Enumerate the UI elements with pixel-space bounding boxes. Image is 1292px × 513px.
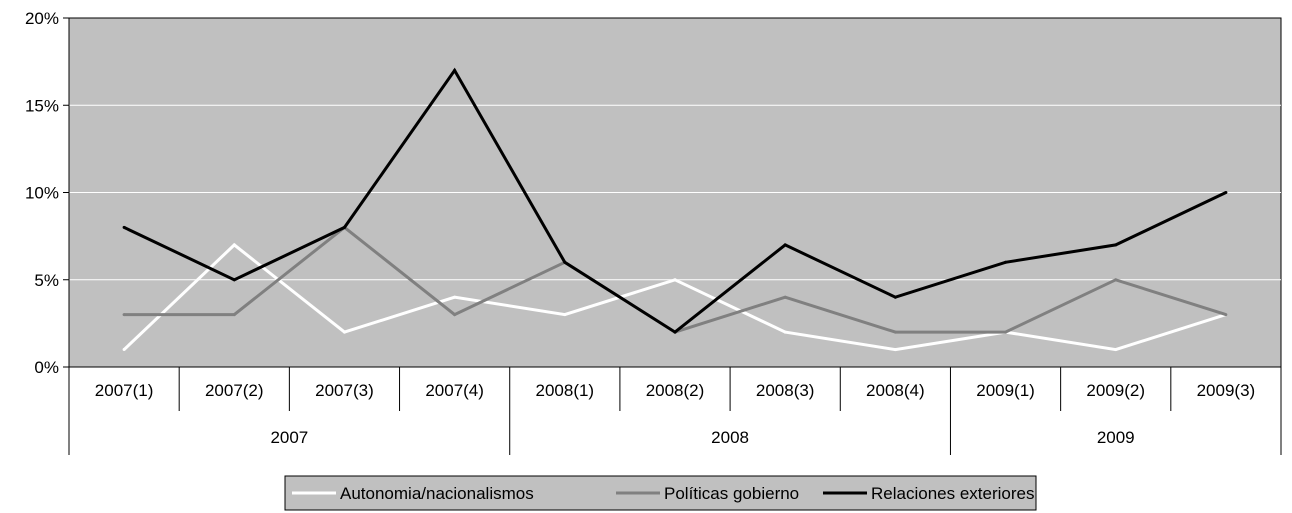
x-tick-label: 2008(3) [756,381,815,400]
data-point [673,278,677,282]
y-tick-label: 20% [25,9,59,28]
data-point [893,295,897,299]
y-tick-label: 15% [25,96,59,115]
data-point [1114,348,1118,352]
data-point [342,330,346,334]
data-point [232,313,236,317]
legend-label: Políticas gobierno [664,484,799,503]
data-point [1114,278,1118,282]
data-point [1224,313,1228,317]
data-point [232,243,236,247]
data-point [122,348,126,352]
data-point [1224,191,1228,194]
x-tick-label: 2009(2) [1086,381,1145,400]
data-point [342,225,346,229]
group-label: 2007 [270,428,308,447]
y-tick-label: 5% [34,271,59,290]
series-lines [122,67,1228,352]
group-label: 2008 [711,428,749,447]
x-tick-label: 2007(3) [315,381,374,400]
x-tick-label: 2009(1) [976,381,1035,400]
data-point [563,260,567,264]
data-point [893,348,897,352]
x-tick-label: 2008(1) [536,381,595,400]
data-point [453,295,457,299]
data-point [783,295,787,299]
legend-label: Relaciones exteriores [871,484,1034,503]
data-point [122,313,126,317]
x-tick-label: 2008(2) [646,381,705,400]
axes: 0% 5% 10% 15% 20% 2007(1) 2007(2) 2007(3) 2007(4… [25,9,1282,455]
data-point [1004,260,1008,264]
data-point [783,243,787,247]
legend-box [284,475,1037,511]
legend: Autonomia/nacionalismos Políticas gobiern… [284,475,1037,511]
data-point [563,313,567,317]
data-point [783,330,787,334]
x-tick-label: 2007(2) [205,381,264,400]
data-point [453,313,457,317]
x-tick-label: 2007(4) [425,381,484,400]
group-label: 2009 [1097,428,1135,447]
data-point [453,68,457,72]
legend-label: Autonomia/nacionalismos [340,484,534,503]
data-point [1004,330,1008,334]
y-tick-label: 0% [34,358,59,377]
y-tick-label: 10% [25,184,59,203]
data-point [232,278,236,282]
data-point [1114,243,1118,247]
data-point [122,225,126,229]
x-tick-label: 2007(1) [95,381,154,400]
data-point [673,330,677,334]
x-tick-label: 2009(3) [1197,381,1256,400]
x-tick-label: 2008(4) [866,381,925,400]
data-point [893,330,897,334]
